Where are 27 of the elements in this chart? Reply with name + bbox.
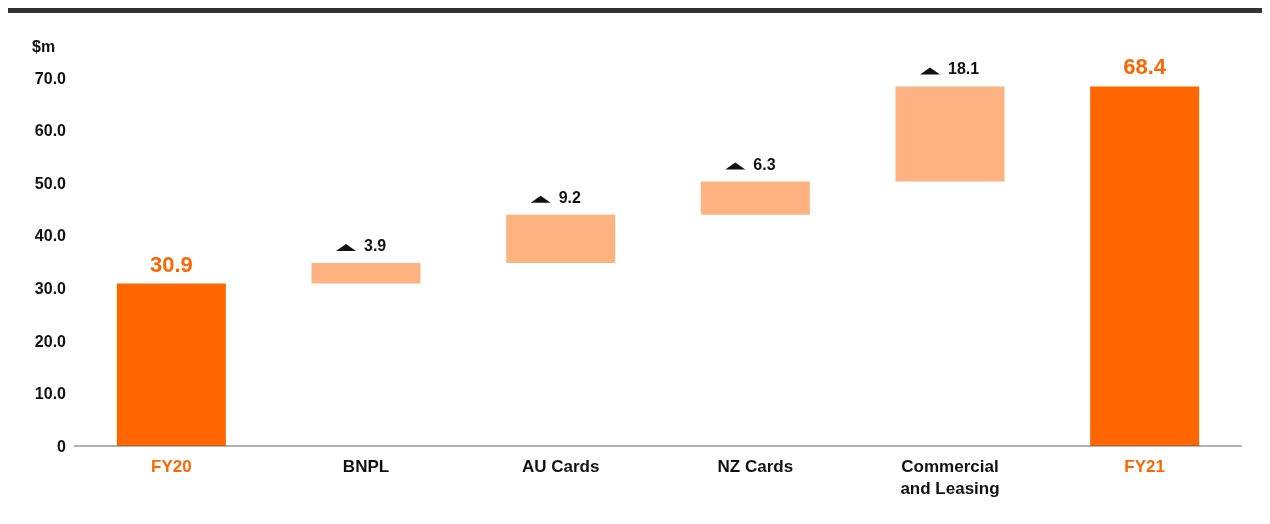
data-label: 3.9 <box>363 237 387 255</box>
x-tick-label: BNPL <box>342 457 390 476</box>
x-tick-label: AU Cards <box>521 457 600 476</box>
y-tick-label: 30.0 <box>34 279 67 297</box>
x-tick-label: FY21 <box>1124 457 1165 476</box>
y-tick-label: 70.0 <box>34 69 67 87</box>
y-tick-label: 40.0 <box>34 227 67 245</box>
y-tick-label: 50.0 <box>34 174 67 192</box>
bar <box>1090 86 1200 446</box>
bar <box>506 214 616 264</box>
bar <box>700 181 810 215</box>
bar <box>311 263 421 284</box>
bar <box>895 86 1005 182</box>
y-axis-title: $m <box>32 38 56 56</box>
data-label: 18.1 <box>947 60 980 78</box>
y-tick-label: 60.0 <box>34 122 67 140</box>
data-label: 30.9 <box>149 251 193 277</box>
y-tick-label: 10.0 <box>34 385 67 403</box>
x-tick-label: Commercial and Leasing <box>900 457 1000 498</box>
x-tick-label: FY20 <box>151 457 192 476</box>
y-tick-label: 20.0 <box>34 332 67 350</box>
y-tick-label: 0 <box>57 437 67 455</box>
data-label: 6.3 <box>753 155 776 173</box>
data-label: 9.2 <box>558 188 581 206</box>
data-label: 68.4 <box>1123 54 1167 80</box>
bar <box>116 283 226 446</box>
x-tick-label: NZ Cards <box>717 457 794 476</box>
